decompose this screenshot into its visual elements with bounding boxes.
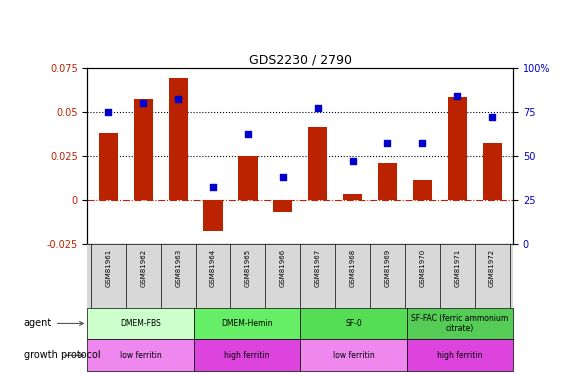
Text: growth protocol: growth protocol (24, 350, 100, 360)
Point (417, 140, 427, 146)
Text: agent: agent (24, 318, 83, 328)
Bar (194, 339, 300, 371)
Bar (203, 200, 223, 231)
Point (348, 158, 357, 164)
Bar (406, 308, 513, 339)
Text: DMEM-Hemin: DMEM-Hemin (222, 319, 273, 328)
Bar (413, 180, 432, 200)
Text: GSM81969: GSM81969 (384, 249, 391, 287)
Text: GSM81964: GSM81964 (210, 249, 216, 287)
Bar (406, 339, 513, 371)
Text: SF-0: SF-0 (345, 319, 362, 328)
Bar (308, 128, 327, 200)
Bar (168, 78, 188, 200)
Text: high ferritin: high ferritin (437, 351, 483, 360)
Text: SF-FAC (ferric ammonium
citrate): SF-FAC (ferric ammonium citrate) (411, 314, 508, 333)
Point (452, 93, 462, 99)
Bar (194, 308, 300, 339)
Bar (273, 200, 293, 212)
Bar (87, 308, 194, 339)
Text: high ferritin: high ferritin (224, 351, 270, 360)
Text: GSM81961: GSM81961 (106, 249, 111, 287)
Point (208, 184, 217, 190)
Point (313, 105, 322, 111)
Text: DMEM-FBS: DMEM-FBS (120, 319, 161, 328)
Bar (483, 143, 502, 200)
Bar (99, 133, 118, 200)
Point (139, 100, 148, 106)
Bar (238, 156, 258, 200)
Bar (448, 98, 467, 200)
Text: GSM81971: GSM81971 (454, 249, 460, 287)
Text: GSM81967: GSM81967 (315, 249, 321, 287)
Text: GSM81968: GSM81968 (350, 249, 356, 287)
Text: GSM81962: GSM81962 (141, 249, 146, 287)
Bar (134, 99, 153, 200)
Point (278, 174, 287, 180)
Text: GSM81972: GSM81972 (489, 249, 495, 287)
Bar (300, 308, 406, 339)
Text: GSM81963: GSM81963 (175, 249, 181, 287)
Point (104, 109, 113, 115)
Bar (87, 339, 194, 371)
Point (174, 96, 183, 102)
Text: low ferritin: low ferritin (332, 351, 374, 360)
Text: GSM81966: GSM81966 (280, 249, 286, 287)
Text: GSM81965: GSM81965 (245, 249, 251, 287)
Title: GDS2230 / 2790: GDS2230 / 2790 (249, 53, 352, 66)
Bar (300, 339, 406, 371)
Point (383, 140, 392, 146)
Bar (378, 163, 397, 200)
Point (243, 132, 252, 138)
Bar (343, 194, 362, 200)
Text: low ferritin: low ferritin (120, 351, 161, 360)
Point (487, 114, 497, 120)
Text: GSM81970: GSM81970 (419, 249, 426, 287)
